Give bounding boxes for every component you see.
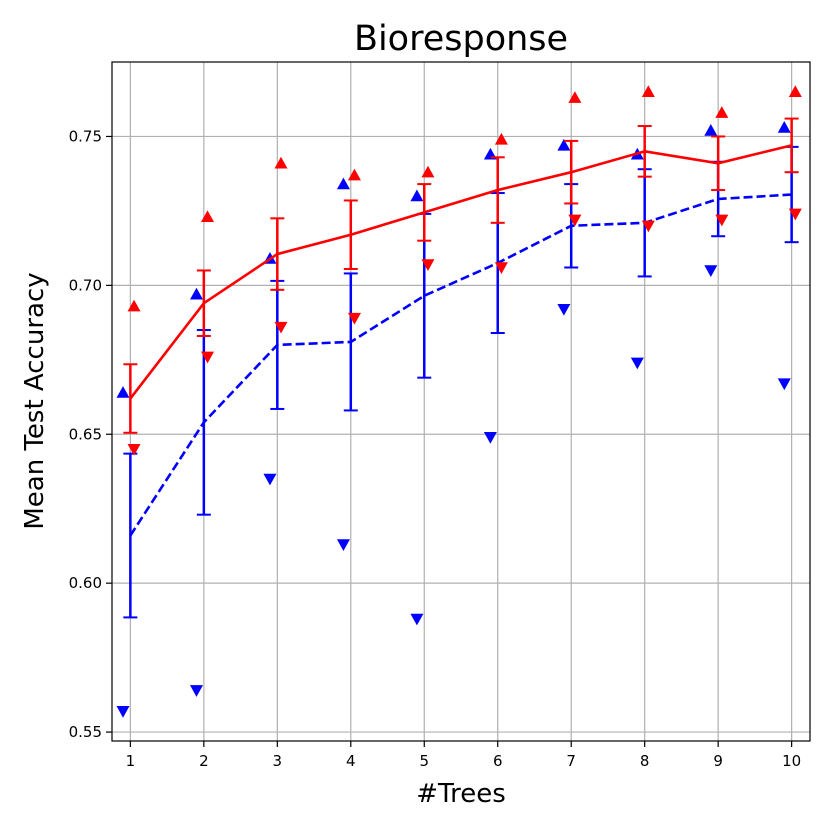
max-marker-blue (557, 138, 571, 151)
max-marker-blue (777, 121, 791, 133)
max-marker-red (274, 156, 288, 169)
y-axis-label: Mean Test Accuracy (20, 272, 50, 529)
y-tick-label: 0.70 (69, 276, 102, 294)
x-tick-label: 5 (419, 752, 429, 770)
min-marker-red (788, 208, 802, 221)
max-marker-blue (116, 386, 130, 398)
min-marker-red (494, 262, 508, 274)
min-marker-red (274, 321, 288, 334)
series-layer (116, 85, 802, 718)
max-marker-red (127, 299, 141, 312)
x-tick-label: 9 (713, 752, 723, 770)
x-tick-label: 6 (493, 752, 503, 770)
x-axis-label: #Trees (416, 779, 506, 809)
y-tick-label: 0.65 (69, 425, 102, 443)
min-marker-red (421, 259, 435, 272)
min-marker-blue (189, 685, 203, 697)
min-marker-blue (704, 265, 718, 277)
ticks: 1 2 3 4 5 6 7 8 9 10 0.55 0.60 0.65 0.70 0.75 (69, 127, 802, 770)
min-marker-blue (557, 303, 571, 316)
max-marker-red (201, 210, 215, 223)
min-marker-blue (410, 613, 424, 626)
x-tick-label: 3 (273, 752, 283, 770)
min-marker-blue (777, 378, 791, 391)
min-marker-red (347, 312, 361, 325)
min-marker-blue (116, 706, 130, 718)
max-marker-blue (704, 123, 718, 136)
max-marker-red (347, 168, 361, 181)
max-marker-red (421, 165, 435, 178)
y-tick-label: 0.60 (69, 574, 102, 592)
min-marker-red (201, 351, 215, 364)
min-marker-blue (483, 432, 497, 444)
chart-title: Bioresponse (354, 19, 568, 59)
min-marker-blue (630, 357, 644, 370)
y-tick-label: 0.55 (69, 723, 102, 741)
y-tick-label: 0.75 (69, 127, 102, 145)
max-marker-blue (410, 189, 424, 202)
x-tick-label: 4 (346, 752, 356, 770)
min-marker-red (127, 443, 141, 456)
x-tick-label: 2 (199, 752, 209, 770)
plot-frame (111, 61, 811, 742)
min-marker-red (568, 214, 582, 227)
min-marker-red (715, 214, 729, 227)
max-marker-red (715, 106, 729, 118)
max-marker-red (641, 85, 655, 97)
x-tick-label: 8 (640, 752, 650, 770)
max-marker-red (568, 91, 582, 103)
max-marker-red (788, 85, 802, 97)
mean-line-blue (129, 193, 792, 537)
max-marker-blue (336, 177, 350, 190)
max-marker-blue (189, 287, 203, 300)
min-marker-red (641, 220, 655, 233)
series-red (123, 85, 802, 456)
x-tick-label: 7 (566, 752, 576, 770)
max-marker-red (494, 132, 508, 145)
x-tick-label: 10 (782, 752, 801, 770)
min-marker-blue (263, 473, 277, 486)
min-marker-blue (336, 539, 350, 551)
mean-line-red (129, 144, 792, 400)
x-tick-label: 1 (126, 752, 136, 770)
